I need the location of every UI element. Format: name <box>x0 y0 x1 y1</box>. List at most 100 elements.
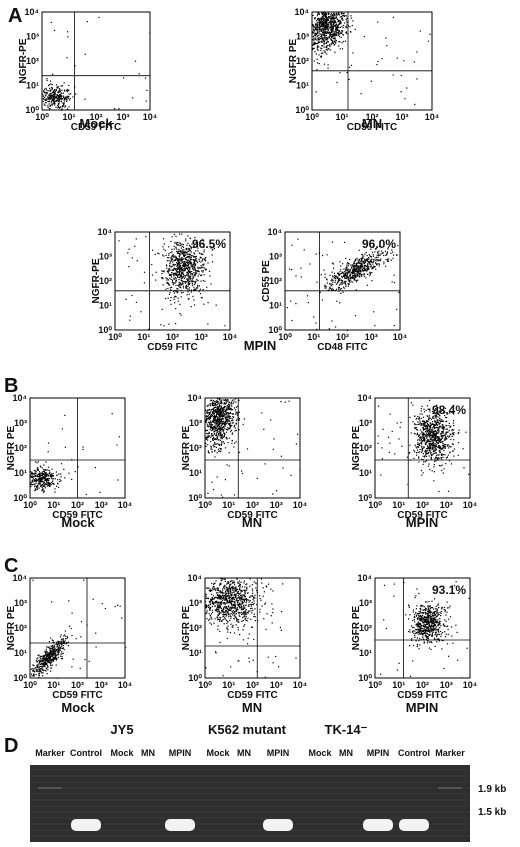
dot <box>323 20 324 21</box>
dot <box>276 490 277 491</box>
dot <box>435 458 436 459</box>
dot <box>332 40 333 41</box>
dot <box>347 283 348 284</box>
dot <box>224 424 225 425</box>
dot <box>336 301 337 302</box>
dot <box>224 433 225 434</box>
dot <box>210 412 211 413</box>
dot <box>363 270 364 271</box>
dot <box>333 28 334 29</box>
dot <box>229 402 230 403</box>
dot <box>203 304 204 305</box>
dot <box>196 279 197 280</box>
dot <box>190 263 191 264</box>
dot <box>48 480 49 481</box>
dot <box>54 95 55 96</box>
dot-cloud <box>205 578 297 678</box>
dot <box>54 651 55 652</box>
dot <box>54 648 55 649</box>
dot <box>217 429 218 430</box>
dot <box>453 420 454 421</box>
dot <box>171 259 172 260</box>
dot <box>233 403 234 404</box>
dot <box>177 271 178 272</box>
y-axis-label: NGFR-PE <box>91 258 102 303</box>
dot <box>173 273 174 274</box>
dot <box>189 261 190 262</box>
dot <box>58 646 59 647</box>
dot <box>56 665 57 666</box>
dot <box>170 304 171 305</box>
dot <box>73 659 74 660</box>
dot <box>45 95 46 96</box>
dot <box>52 105 53 106</box>
dot <box>185 240 186 241</box>
dot <box>45 478 46 479</box>
dot <box>229 418 230 419</box>
dot <box>272 493 273 494</box>
dot <box>321 25 322 26</box>
dot <box>332 14 333 15</box>
dot <box>218 412 219 413</box>
x-tick-label: 10¹ <box>47 680 60 690</box>
dot <box>361 265 362 266</box>
dot <box>233 399 234 400</box>
dot <box>226 408 227 409</box>
dot <box>60 654 61 655</box>
dot <box>429 400 430 401</box>
dot <box>63 104 64 105</box>
dot <box>441 458 442 459</box>
dot-cloud <box>30 413 120 495</box>
dot <box>223 441 224 442</box>
dot <box>179 258 180 259</box>
dot <box>99 492 100 493</box>
dot <box>242 601 243 602</box>
dot <box>319 37 320 38</box>
dot <box>171 251 172 252</box>
dot <box>295 275 296 276</box>
dot <box>435 452 436 453</box>
y-tick-label: 10⁰ <box>13 493 27 503</box>
dot <box>432 435 433 436</box>
dot <box>371 265 372 266</box>
dot <box>45 658 46 659</box>
dot <box>188 283 189 284</box>
dot <box>318 54 319 55</box>
dot <box>219 416 220 417</box>
dot <box>197 280 198 281</box>
dot <box>442 431 443 432</box>
dot <box>47 474 48 475</box>
dot <box>172 259 173 260</box>
dot <box>442 465 443 466</box>
dot <box>192 285 193 286</box>
dot <box>370 273 371 274</box>
dot <box>117 605 118 606</box>
dot <box>52 84 53 85</box>
dot <box>197 270 198 271</box>
dot <box>53 90 54 91</box>
dot <box>76 638 77 639</box>
dot <box>370 261 371 262</box>
dot <box>380 474 381 475</box>
dot <box>223 416 224 417</box>
dot <box>420 433 421 434</box>
dot <box>429 435 430 436</box>
dot <box>345 41 346 42</box>
dot <box>221 494 222 495</box>
dot <box>177 245 178 246</box>
dot <box>250 596 251 597</box>
dot <box>454 432 455 433</box>
dot <box>362 254 363 255</box>
dot <box>47 665 48 666</box>
dot <box>338 35 339 36</box>
dot <box>345 258 346 259</box>
dot <box>379 260 380 261</box>
dot <box>352 282 353 283</box>
dot <box>336 82 337 83</box>
dot <box>60 96 61 97</box>
dot <box>192 296 193 297</box>
dot <box>327 24 328 25</box>
dot <box>42 487 43 488</box>
dot <box>393 74 394 75</box>
